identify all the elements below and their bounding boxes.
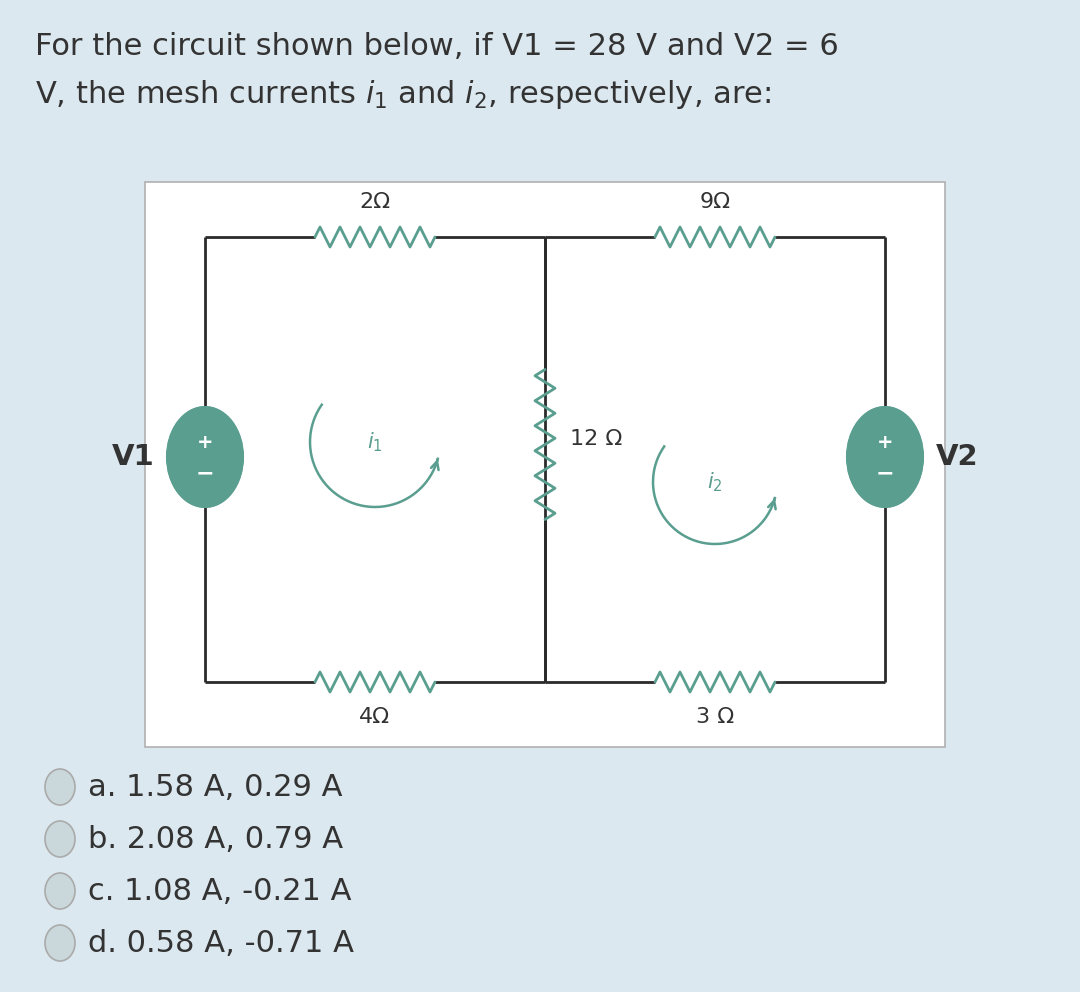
Ellipse shape (167, 407, 243, 507)
Ellipse shape (45, 925, 75, 961)
Text: a. 1.58 A, 0.29 A: a. 1.58 A, 0.29 A (87, 773, 342, 802)
Text: V, the mesh currents $i_1$ and $i_2$, respectively, are:: V, the mesh currents $i_1$ and $i_2$, re… (35, 78, 771, 111)
Ellipse shape (847, 407, 923, 507)
Text: −: − (195, 463, 214, 483)
Text: $i_2$: $i_2$ (707, 470, 723, 494)
FancyBboxPatch shape (145, 182, 945, 747)
Text: d. 0.58 A, -0.71 A: d. 0.58 A, -0.71 A (87, 929, 354, 957)
Ellipse shape (45, 821, 75, 857)
Ellipse shape (45, 873, 75, 909)
Text: 9Ω: 9Ω (700, 192, 730, 212)
Text: 4Ω: 4Ω (360, 707, 391, 727)
Text: $i_1$: $i_1$ (367, 431, 382, 453)
Text: For the circuit shown below, if V1 = 28 V and V2 = 6: For the circuit shown below, if V1 = 28 … (35, 32, 839, 61)
Text: c. 1.08 A, -0.21 A: c. 1.08 A, -0.21 A (87, 877, 351, 906)
Ellipse shape (45, 769, 75, 805)
Text: +: + (877, 434, 893, 452)
Text: +: + (197, 434, 213, 452)
Text: V2: V2 (935, 443, 978, 471)
Text: −: − (876, 463, 894, 483)
Text: 3 Ω: 3 Ω (696, 707, 734, 727)
Text: 2Ω: 2Ω (360, 192, 391, 212)
Text: 12 Ω: 12 Ω (570, 430, 622, 449)
Text: b. 2.08 A, 0.79 A: b. 2.08 A, 0.79 A (87, 824, 343, 853)
Text: V1: V1 (111, 443, 154, 471)
